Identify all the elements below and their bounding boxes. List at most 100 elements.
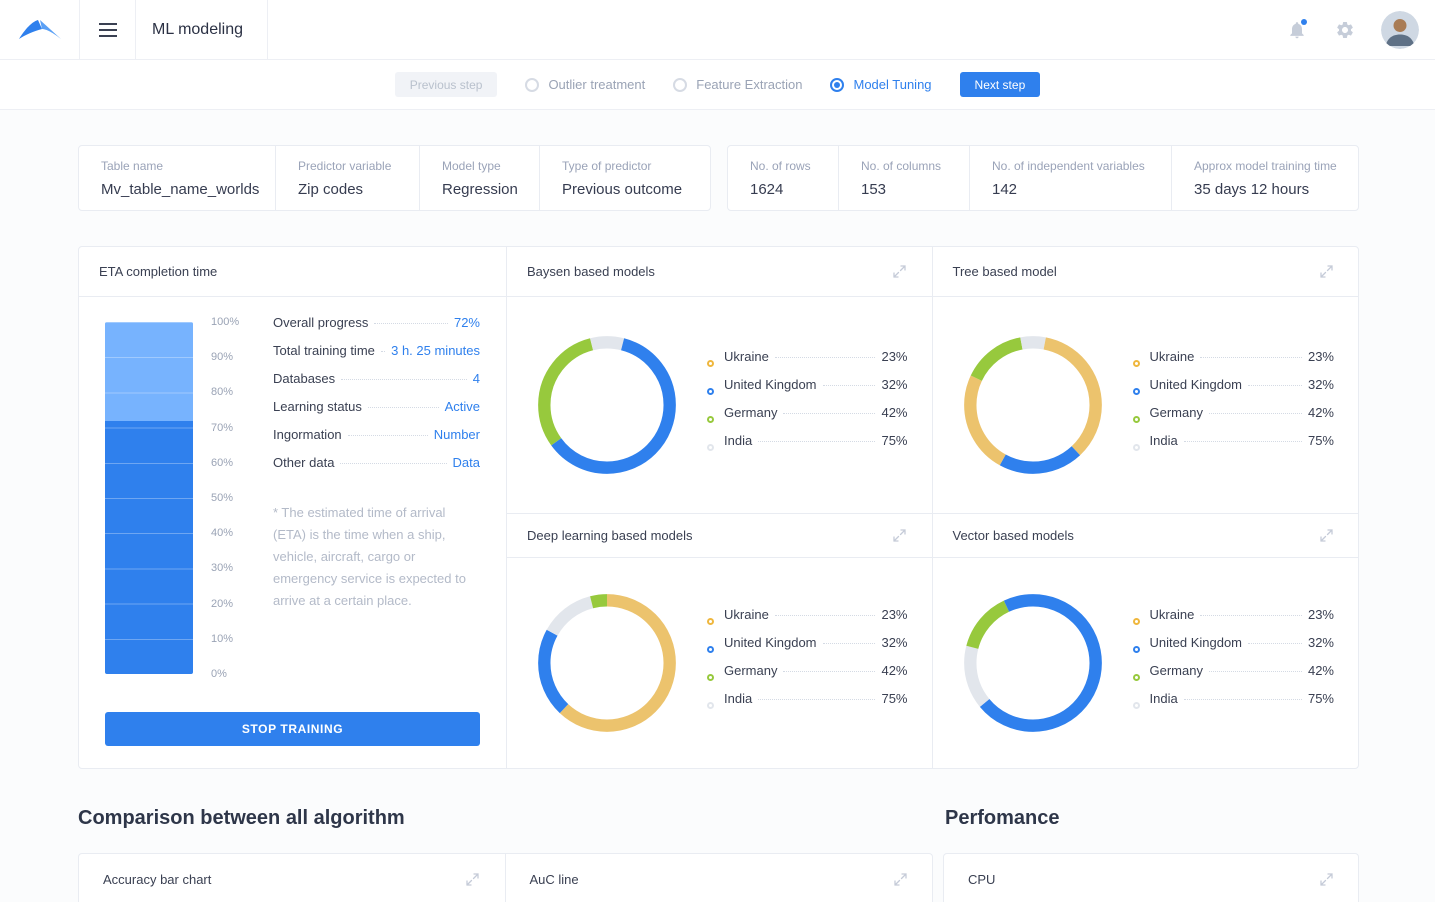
legend-dot [707,443,714,451]
expand-button[interactable] [892,871,908,887]
expand-button[interactable] [892,528,908,544]
donut-chart [538,336,676,474]
legend-item: United Kingdom 32% [1132,635,1334,663]
dotted-leader [1248,385,1302,386]
axis-tick: 0% [211,668,227,680]
radio-icon [673,77,688,92]
dotted-leader [1208,413,1302,414]
legend-value: 32% [881,635,908,650]
expand-button[interactable] [1318,264,1334,280]
legend-label: Germany [1149,405,1203,420]
stat-row: Overall progress 72% [273,315,480,343]
card-title: CPU [968,871,996,887]
eta-bar-completed [105,420,193,674]
legend-item: Ukraine 23% [1132,607,1334,635]
legend-label: India [724,433,753,448]
step-label: Model Tuning [853,77,932,92]
dotted-leader [340,463,447,464]
legend-dot [707,359,714,367]
axis-tick: 70% [211,421,234,434]
legend-label: Ukraine [1149,607,1195,622]
settings-button[interactable] [1333,18,1357,42]
legend-value: 75% [1307,691,1334,706]
legend-value: 23% [1307,607,1334,622]
expand-icon [466,872,479,886]
stat-row: Total training time 3 h. 25 minutes [273,343,480,371]
stat-value: 72% [453,315,480,330]
legend-dot [707,387,714,395]
expand-button[interactable] [1318,528,1334,544]
legend-dot [1132,387,1140,395]
eta-progress-bar [105,322,193,674]
comparison-heading: Comparison between all algorithm [78,807,405,829]
legend-label: Ukraine [724,607,769,622]
accuracy-bar-chart-card: Accuracy bar chart [79,854,506,902]
stat-label: Total training time [273,343,375,358]
dotted-leader [774,615,876,616]
legend-label: United Kingdom [1149,377,1243,392]
legend-label: United Kingdom [1149,635,1243,650]
legend-label: Germany [724,405,778,420]
expand-button[interactable] [1318,871,1334,887]
legend-value: 42% [881,405,908,420]
legend-value: 42% [1307,663,1334,678]
legend-dot [1132,617,1140,625]
step-feature-extraction[interactable]: Feature Extraction [673,77,802,92]
previous-step-button[interactable]: Previous step [394,72,498,97]
legend-label: India [724,691,753,706]
top-bar: ML modeling [0,0,1435,60]
next-step-button[interactable]: Next step [959,72,1041,97]
dotted-leader [1200,615,1302,616]
eta-card: ETA completion time 100% 90% 80% 70% 60%… [79,247,507,768]
stat-value: 4 [472,371,480,386]
chart-body: Ukraine 23% United Kingdom 32% G [933,297,1359,513]
axis-tick: 60% [211,456,234,469]
chart-legend: Ukraine 23% United Kingdom 32% G [707,607,908,719]
chart-body: Ukraine 23% United Kingdom 32% G [507,297,932,513]
expand-icon [893,529,906,542]
dotted-leader [774,357,876,358]
legend-label: Ukraine [1149,349,1195,364]
user-avatar[interactable] [1381,10,1419,49]
stat-label: Ingormation [273,427,342,442]
dataset-summary-card: No. of rows 1624 No. of columns 153 No. … [727,145,1359,211]
logo-icon [18,19,61,39]
summary-value: 35 days 12 hours [1194,181,1310,198]
notifications-button[interactable] [1285,18,1309,42]
dotted-leader [347,435,428,436]
dotted-leader [1200,357,1302,358]
expand-button[interactable] [465,871,481,887]
stop-training-button[interactable]: STOP TRAINING [105,712,480,746]
stat-value: 3 h. 25 minutes [391,343,480,358]
legend-label: United Kingdom [724,635,817,650]
legend-value: 75% [881,433,908,448]
chart-card-header: CPU [944,854,1358,902]
chart-legend: Ukraine 23% United Kingdom 32% G [707,349,908,461]
dotted-leader [1183,699,1302,700]
summary-cell-type-of-predictor: Type of predictor Previous outcome [539,146,710,210]
app-logo[interactable] [0,0,80,59]
card-title: Baysen based models [527,264,655,279]
step-outlier-treatment[interactable]: Outlier treatment [525,77,645,92]
legend-dot [707,645,714,653]
legend-item: United Kingdom 32% [1132,377,1334,405]
summary-value: 142 [992,181,1018,198]
dotted-leader [380,351,386,352]
stat-label: Other data [273,455,335,470]
eta-footnote: * The estimated time of arrival (ETA) is… [273,505,466,608]
legend-item: United Kingdom 32% [707,377,908,405]
page-title: ML modeling [136,0,269,59]
card-title: ETA completion time [99,264,218,279]
card-title: AuC line [529,871,579,887]
expand-button[interactable] [892,264,908,280]
chart-card-header: Baysen based models [507,247,932,297]
charts-column-right: Tree based model Ukraine 2 [932,247,1359,768]
hamburger-menu-button[interactable] [80,0,136,59]
step-model-tuning[interactable]: Model Tuning [830,77,932,92]
summary-label: Approx model training time [1194,159,1337,173]
expand-icon [893,265,906,278]
comparison-card: Accuracy bar chart AuC line [78,853,933,902]
legend-dot [707,673,714,681]
model-charts-grid: Baysen based models Ukraine [507,247,1358,768]
legend-dot [1132,415,1140,423]
